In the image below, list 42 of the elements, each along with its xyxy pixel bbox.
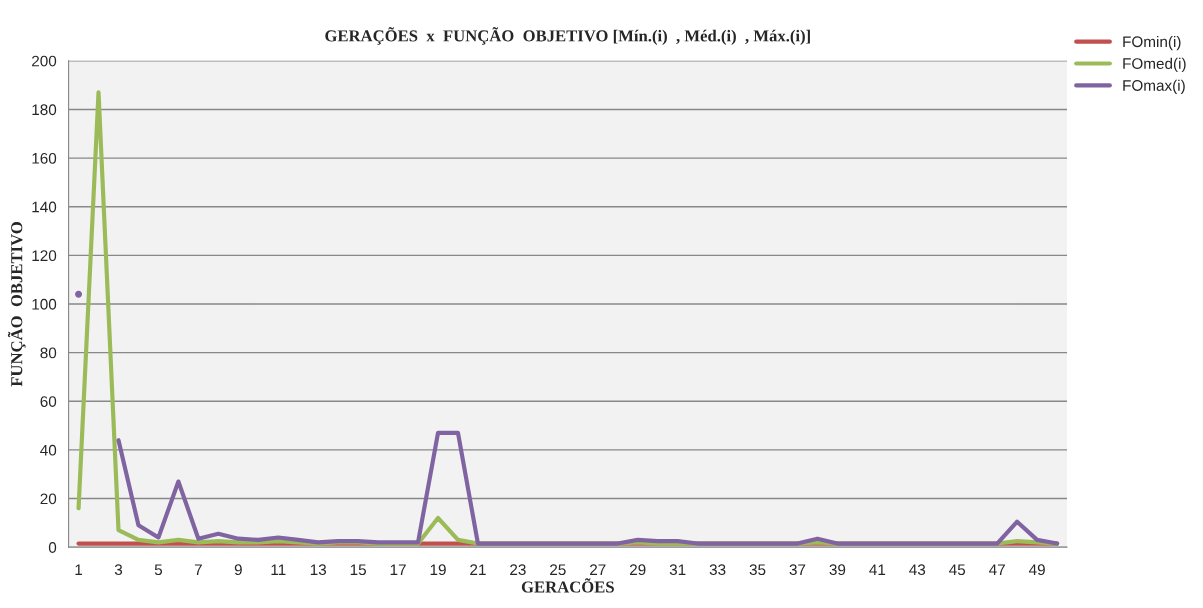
legend-label: FOmax(i) — [1123, 79, 1185, 94]
x-tick-label: 49 — [1028, 564, 1045, 576]
x-tick-label: 45 — [949, 564, 966, 576]
x-tick-label: 37 — [789, 564, 806, 576]
y-axis-title: FUNÇÃO OBJETIVO — [7, 222, 26, 387]
y-tick-label: 180 — [32, 104, 57, 116]
y-tick-label: 80 — [40, 347, 57, 359]
x-tick-label: 7 — [194, 564, 202, 575]
x-tick-label: 19 — [430, 564, 446, 576]
x-tick-label: 1 — [75, 564, 83, 575]
y-tick-label: 40 — [40, 444, 57, 456]
x-tick-label: 41 — [869, 564, 886, 575]
x-tick-label: 47 — [989, 564, 1005, 575]
y-tick-label: 200 — [32, 55, 57, 67]
x-tick-label: 13 — [310, 564, 327, 576]
x-tick-label: 29 — [629, 564, 646, 576]
y-tick-label: 100 — [32, 298, 57, 310]
legend-label: FOmed(i) — [1123, 57, 1186, 73]
y-tick-label: 140 — [32, 201, 57, 213]
x-tick-label: 11 — [271, 564, 286, 575]
x-tick-label: 3 — [114, 564, 123, 576]
y-tick-label: 160 — [32, 152, 57, 164]
x-tick-label: 15 — [350, 564, 366, 576]
x-tick-label: 33 — [709, 564, 726, 576]
y-tick-label: 120 — [32, 250, 57, 262]
x-axis-title: GERACÕES — [521, 578, 614, 593]
y-tick-label: 60 — [40, 396, 57, 407]
x-tick-label: 25 — [550, 564, 566, 576]
chart-title: GERAÇÕES x FUNÇÃO OBJETIVO [Mín.(i) , Méd.(i) , Máx.(i)] — [325, 27, 810, 45]
x-tick-label: 31 — [669, 564, 686, 576]
x-tick-label: 27 — [590, 564, 606, 575]
x-tick-label: 23 — [510, 564, 526, 576]
x-tick-label: 39 — [829, 564, 846, 576]
legend-label: FOmin(i) — [1123, 35, 1181, 51]
x-tick-label: 21 — [470, 564, 486, 575]
y-tick-label: 20 — [40, 493, 57, 505]
x-tick-label: 5 — [154, 564, 163, 576]
x-tick-label: 43 — [909, 564, 926, 576]
y-tick-label: 0 — [48, 542, 57, 553]
x-tick-label: 35 — [749, 564, 766, 576]
x-tick-label: 17 — [390, 564, 406, 575]
x-tick-label: 9 — [234, 564, 242, 576]
